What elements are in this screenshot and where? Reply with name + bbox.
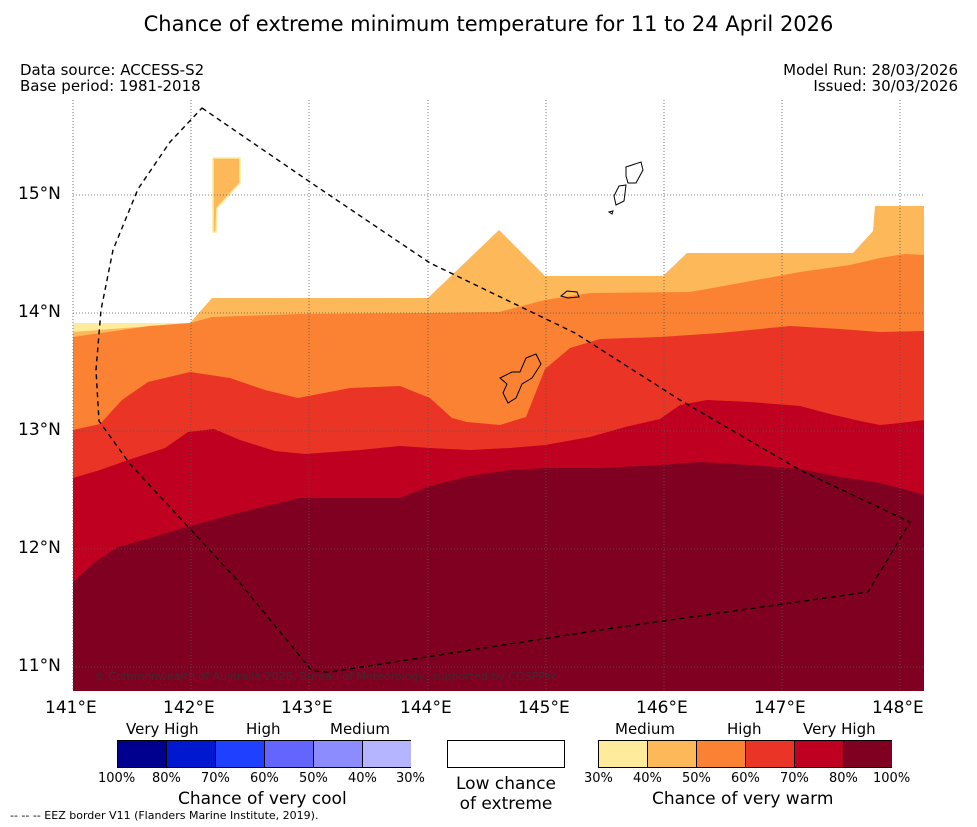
- coastlines: [499, 161, 644, 404]
- lon-label: 144°E: [400, 698, 452, 718]
- neutral-caption-line1: Low chance: [456, 774, 556, 794]
- warm-pct: 50%: [682, 771, 711, 786]
- gridlines: [72, 100, 924, 691]
- cool-pct: 30%: [396, 771, 425, 786]
- warm-pct: 60%: [731, 771, 760, 786]
- warm-swatch: [648, 741, 697, 767]
- cool-swatch: [118, 741, 167, 767]
- warm-swatch: [697, 741, 746, 767]
- warm-pct: 30%: [584, 771, 613, 786]
- lat-label: 11°N: [18, 656, 61, 676]
- eez-legend-note: -- -- -- EEZ border V11 (Flanders Marine…: [10, 809, 319, 822]
- issued-date: Issued: 30/03/2026: [813, 77, 958, 95]
- cool-pct: 50%: [299, 771, 328, 786]
- warm-swatch: [844, 741, 892, 767]
- chart-title: Chance of extreme minimum temperature fo…: [143, 12, 834, 36]
- cool-pct: 40%: [348, 771, 377, 786]
- eez-border: [95, 107, 911, 673]
- warm-swatch: [746, 741, 795, 767]
- neutral-swatch: [447, 740, 565, 768]
- band-80-100: [73, 462, 924, 691]
- warm-swatch: [795, 741, 844, 767]
- cool-caption: Chance of very cool: [178, 789, 347, 809]
- lon-label: 143°E: [281, 698, 333, 718]
- lat-label: 13°N: [18, 420, 61, 440]
- warm-header-very-high: Very High: [803, 720, 876, 738]
- lon-label: 147°E: [754, 698, 806, 718]
- cool-swatch: [265, 741, 314, 767]
- cool-pct: 70%: [201, 771, 230, 786]
- warm-pct: 70%: [780, 771, 809, 786]
- warm-pct: 80%: [829, 771, 858, 786]
- copyright-note: © Commonwealth of Australia 2026, Bureau…: [94, 670, 557, 683]
- lat-label: 15°N: [18, 184, 61, 204]
- island-rota: [559, 290, 580, 299]
- lon-label: 142°E: [163, 698, 215, 718]
- island-tinian: [613, 184, 627, 206]
- warm-pct: 40%: [633, 771, 662, 786]
- warm-pct: 100%: [873, 771, 911, 786]
- cool-header-medium: Medium: [330, 720, 390, 738]
- warm-caption: Chance of very warm: [652, 789, 834, 809]
- warm-header-high: High: [727, 720, 762, 738]
- data-source: Data source: ACCESS-S2: [20, 61, 205, 79]
- model-run: Model Run: 28/03/2026: [783, 61, 958, 79]
- cool-colorbar: [117, 740, 411, 768]
- lon-label: 146°E: [636, 698, 688, 718]
- cool-swatch: [314, 741, 363, 767]
- warm-header-medium: Medium: [615, 720, 675, 738]
- lon-label: 145°E: [518, 698, 570, 718]
- cool-pct: 60%: [250, 771, 279, 786]
- base-period: Base period: 1981-2018: [20, 77, 201, 95]
- cool-header-very-high: Very High: [126, 720, 199, 738]
- island-aguijan: [607, 210, 614, 215]
- cool-header-high: High: [246, 720, 281, 738]
- lon-label: 141°E: [45, 698, 97, 718]
- probability-layer: [73, 157, 924, 691]
- island-guam: [499, 353, 542, 404]
- lat-label: 12°N: [18, 538, 61, 558]
- cool-swatch: [216, 741, 265, 767]
- island-tinian-saipan: [625, 161, 644, 184]
- cool-pct: 100%: [98, 771, 136, 786]
- neutral-caption-line2: of extreme: [459, 794, 553, 814]
- warm-swatch: [599, 741, 648, 767]
- lon-label: 148°E: [872, 698, 924, 718]
- lat-label: 14°N: [18, 302, 61, 322]
- warm-colorbar: [598, 740, 892, 768]
- cool-swatch: [363, 741, 411, 767]
- cool-swatch: [167, 741, 216, 767]
- cool-pct: 80%: [152, 771, 181, 786]
